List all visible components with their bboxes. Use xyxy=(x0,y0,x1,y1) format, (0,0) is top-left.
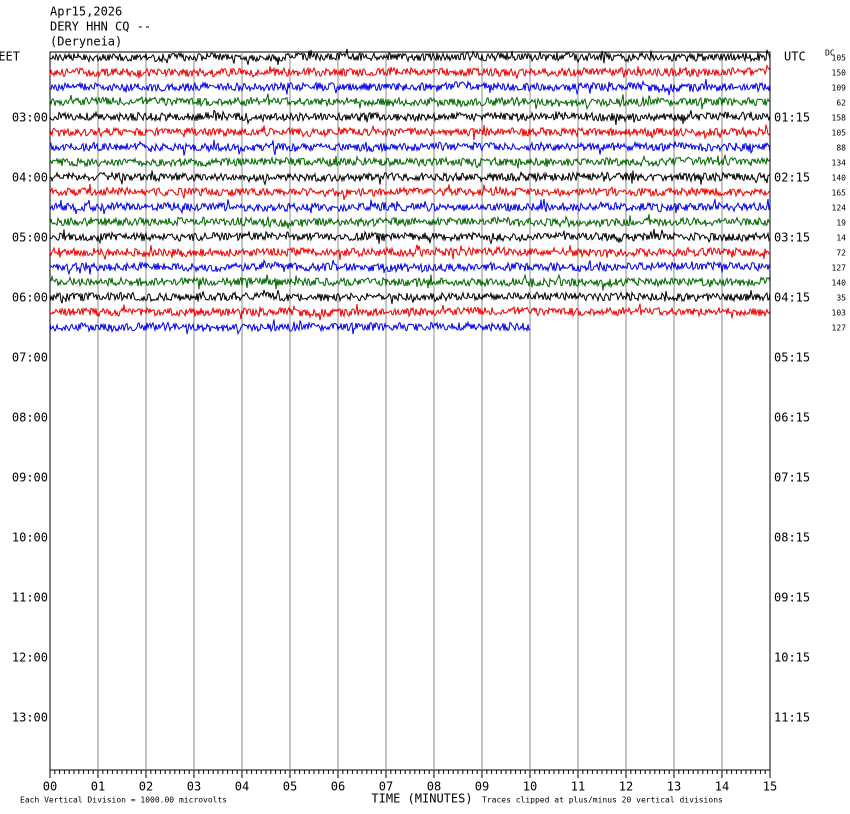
left-hour-label: 08:00 xyxy=(12,411,48,425)
left-hour-label: 11:00 xyxy=(12,591,48,605)
dc-offset: 103 xyxy=(832,309,847,318)
x-tick-label: 06 xyxy=(331,780,345,794)
trace xyxy=(49,64,771,79)
x-tick-label: 13 xyxy=(667,780,681,794)
dc-offset: 140 xyxy=(832,279,847,288)
right-hour-label: 02:15 xyxy=(774,171,810,185)
dc-offset: 105 xyxy=(832,54,847,63)
dc-offset: 150 xyxy=(832,69,847,78)
trace xyxy=(49,303,771,321)
right-hour-label: 07:15 xyxy=(774,471,810,485)
trace xyxy=(49,139,771,156)
location: (Deryneia) xyxy=(50,35,122,49)
right-hour-label: 04:15 xyxy=(774,291,810,305)
dc-offset: 165 xyxy=(832,189,847,198)
x-tick-label: 12 xyxy=(619,780,633,794)
dc-offset: 72 xyxy=(836,249,846,258)
left-hour-label: 13:00 xyxy=(12,711,48,725)
right-hour-label: 11:15 xyxy=(774,711,810,725)
dc-offset: 134 xyxy=(832,159,847,168)
right-hour-label: 10:15 xyxy=(774,651,810,665)
x-tick-label: 15 xyxy=(763,780,777,794)
trace xyxy=(49,109,771,126)
trace xyxy=(49,79,771,96)
trace xyxy=(49,228,771,245)
left-hour-label: 10:00 xyxy=(12,531,48,545)
trace xyxy=(49,48,771,65)
x-tick-label: 14 xyxy=(715,780,729,794)
left-hour-label: 06:00 xyxy=(12,291,48,305)
x-axis-title: TIME (MINUTES) xyxy=(371,792,472,806)
right-hour-label: 09:15 xyxy=(774,591,810,605)
right-hour-label: 06:15 xyxy=(774,411,810,425)
dc-offset: 127 xyxy=(832,324,847,333)
right-hour-label: 08:15 xyxy=(774,531,810,545)
x-tick-label: 11 xyxy=(571,780,585,794)
right-hour-label: 03:15 xyxy=(774,231,810,245)
x-tick-label: 08 xyxy=(427,780,441,794)
left-hour-label: 12:00 xyxy=(12,651,48,665)
dc-offset: 158 xyxy=(832,114,847,123)
dc-offset: 109 xyxy=(832,84,847,93)
trace xyxy=(49,124,771,141)
dc-offset: 62 xyxy=(836,99,846,108)
x-tick-label: 04 xyxy=(235,780,249,794)
x-tick-label: 07 xyxy=(379,780,393,794)
dc-offset: 105 xyxy=(832,129,847,138)
x-tick-label: 03 xyxy=(187,780,201,794)
trace xyxy=(49,170,771,186)
left-hour-label: 05:00 xyxy=(12,231,48,245)
left-hour-label: 09:00 xyxy=(12,471,48,485)
left-hour-label: 04:00 xyxy=(12,171,48,185)
left-axis-title: EET xyxy=(0,50,20,64)
x-tick-label: 10 xyxy=(523,780,537,794)
dc-offset: 14 xyxy=(836,234,846,243)
left-hour-label: 07:00 xyxy=(12,351,48,365)
dc-title: DC xyxy=(825,49,835,58)
trace xyxy=(49,93,771,111)
trace xyxy=(49,319,531,336)
trace xyxy=(49,153,771,169)
left-hour-label: 03:00 xyxy=(12,111,48,125)
right-hour-label: 05:15 xyxy=(774,351,810,365)
x-tick-label: 09 xyxy=(475,780,489,794)
x-tick-label: 01 xyxy=(91,780,105,794)
trace xyxy=(49,183,771,201)
dc-offset: 127 xyxy=(832,264,847,273)
dc-offset: 124 xyxy=(832,204,847,213)
dc-offset: 88 xyxy=(836,144,846,153)
dc-offset: 35 xyxy=(836,294,846,303)
trace xyxy=(49,259,771,276)
trace xyxy=(49,273,771,291)
trace xyxy=(49,198,771,215)
right-axis-title: UTC xyxy=(784,50,806,64)
right-hour-label: 01:15 xyxy=(774,111,810,125)
trace xyxy=(49,289,771,304)
trace xyxy=(49,244,771,260)
trace xyxy=(49,214,771,229)
date: Apr15,2026 xyxy=(50,5,122,19)
x-tick-label: 00 xyxy=(43,780,57,794)
x-tick-label: 02 xyxy=(139,780,153,794)
x-tick-label: 05 xyxy=(283,780,297,794)
station: DERY HHN CQ -- xyxy=(50,20,151,34)
clip-note: Traces clipped at plus/minus 20 vertical… xyxy=(482,796,723,805)
dc-offset: 140 xyxy=(832,174,847,183)
scale-note: Each Vertical Division = 1000.00 microvo… xyxy=(20,796,227,805)
dc-offset: 19 xyxy=(836,219,846,228)
